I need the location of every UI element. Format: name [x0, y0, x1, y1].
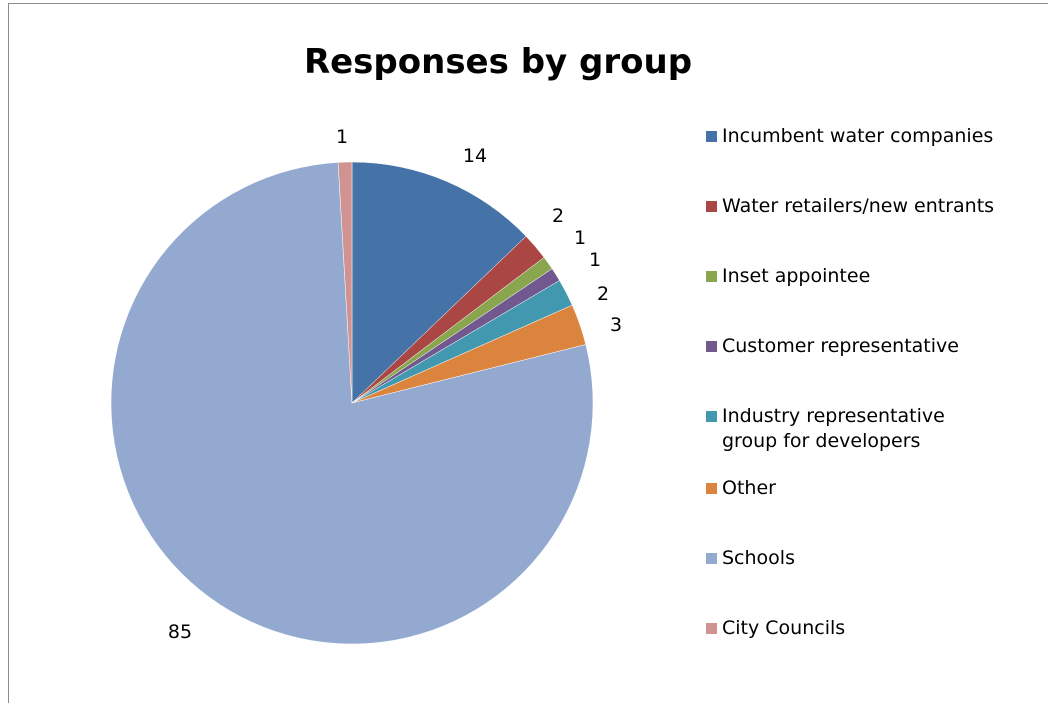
legend-label: Schools — [722, 547, 795, 569]
legend-swatch — [706, 271, 717, 282]
pie-slices — [110, 161, 594, 645]
legend-swatch — [706, 411, 717, 422]
legend-item: Incumbent water companies — [706, 124, 1042, 149]
pie-data-label-3: 1 — [574, 227, 586, 249]
legend-swatch — [706, 553, 717, 564]
legend-item: City Councils — [706, 616, 1042, 641]
pie-data-label-2: 2 — [552, 205, 564, 227]
legend-label: Other — [722, 477, 776, 499]
legend-label: Water retailers/new entrants — [722, 195, 995, 217]
pie-slice-1 — [351, 161, 527, 404]
legend-item: Industry representative group for develo… — [706, 404, 992, 454]
chart-title: Responses by group — [303, 42, 693, 82]
legend-item: Other — [706, 476, 1042, 501]
legend-swatch — [706, 341, 717, 352]
legend-swatch — [706, 201, 717, 212]
legend-item: Customer representative — [706, 334, 1042, 359]
legend-label: Inset appointee — [722, 265, 871, 287]
legend-item: Schools — [706, 546, 1042, 571]
pie-data-label-7: 85 — [168, 621, 192, 643]
legend-label: Incumbent water companies — [722, 125, 994, 147]
legend-label: City Councils — [722, 617, 846, 639]
pie-data-label-4: 1 — [589, 249, 601, 271]
pie-slice-8 — [337, 161, 353, 404]
legend-label: Customer representative — [722, 335, 959, 357]
pie-data-label-8: 1 — [336, 126, 348, 148]
pie-slice-7 — [110, 162, 594, 645]
pie-data-label-1: 14 — [463, 145, 487, 167]
legend-label: Industry representative group for develo… — [722, 405, 945, 452]
legend-item: Water retailers/new entrants — [706, 194, 1042, 219]
pie-data-label-6: 3 — [610, 314, 622, 336]
legend-swatch — [706, 131, 717, 142]
legend-item: Inset appointee — [706, 264, 1042, 289]
pie-data-label-5: 2 — [597, 283, 609, 305]
legend-swatch — [706, 483, 717, 494]
legend-swatch — [706, 623, 717, 634]
